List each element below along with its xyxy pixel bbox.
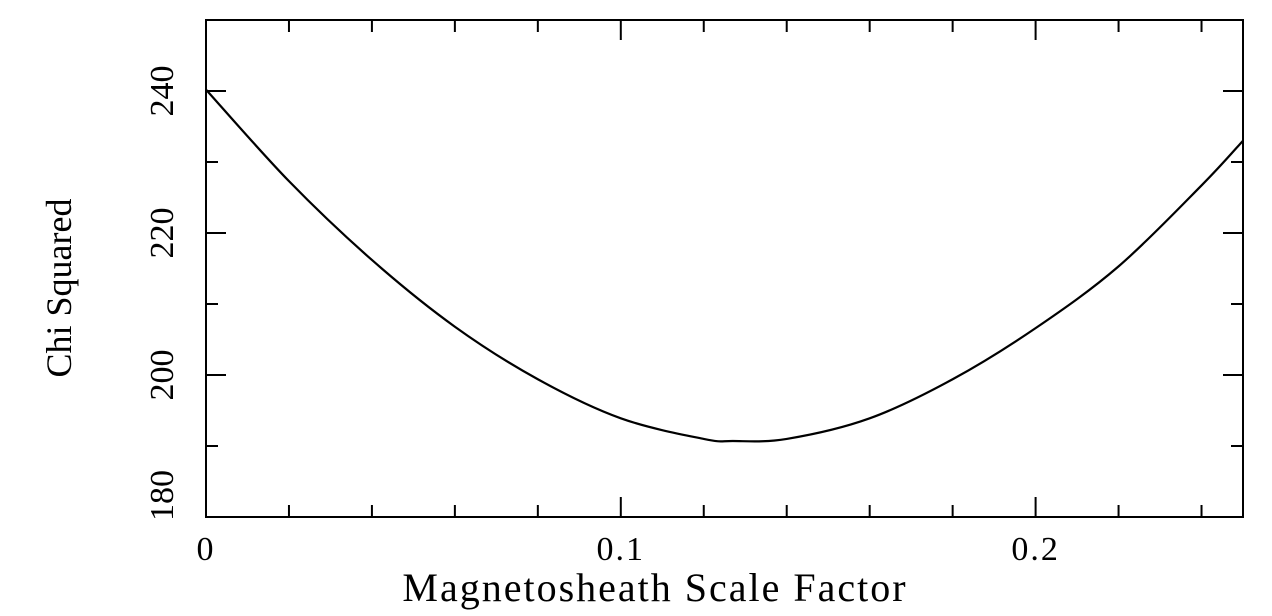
y-tick-label: 240 [144, 66, 181, 117]
y-axis-title: Chi Squared [39, 199, 79, 378]
x-axis-title: Magnetosheath Scale Factor [402, 565, 907, 610]
y-tick-label: 220 [144, 208, 181, 259]
x-tick-label: 0.1 [597, 531, 646, 568]
x-tick-label: 0.2 [1011, 531, 1060, 568]
tick-labels: 0 0.1 0.2 180 200 220 240 [144, 66, 1060, 569]
axis-ticks [205, 20, 1243, 518]
y-tick-label: 200 [144, 350, 181, 401]
y-tick-label: 180 [144, 470, 181, 521]
x-tick-label: 0 [197, 531, 216, 568]
plot-frame [205, 19, 1244, 518]
chi-squared-curve [205, 88, 1244, 443]
